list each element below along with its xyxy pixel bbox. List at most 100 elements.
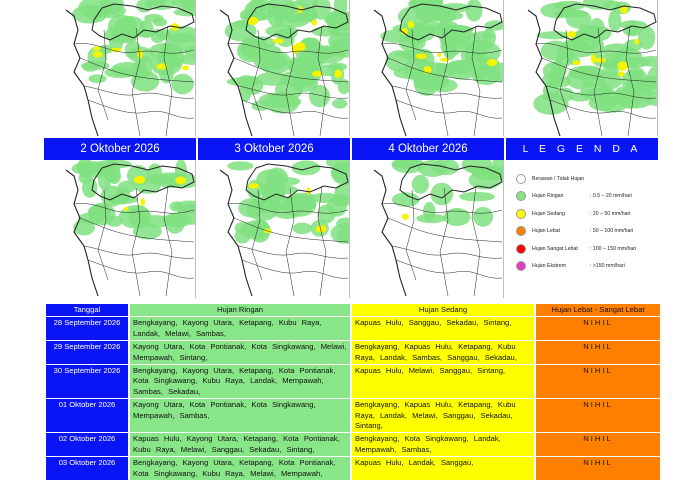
light-rain-area [640, 76, 657, 90]
regency-boundary [387, 217, 503, 243]
regency-boundary [559, 29, 571, 121]
light-rain-area [124, 40, 142, 60]
light-rain-area [601, 43, 634, 58]
table-row: 30 September 2026 Bengkayang, Kayong Uta… [46, 365, 660, 399]
light-rain-area [274, 13, 310, 28]
table-row: 02 Oktober 2026 Kapuas Hulu, Kayong Utar… [46, 433, 660, 457]
regency-boundary [73, 43, 195, 54]
regency-boundary [97, 189, 109, 281]
cell-date: 03 Oktober 2026 [46, 457, 128, 481]
light-rain-area [465, 0, 483, 22]
legend-name: Hujan Sangat Lebat [532, 245, 578, 252]
light-rain-area [311, 0, 331, 20]
light-rain-area [256, 169, 286, 190]
legend-range: : 50 – 100 mm/hari [590, 228, 634, 235]
table-row: 01 Oktober 2026 Kayong Utara, Kota Ponti… [46, 399, 660, 433]
moderate-rain-area [175, 176, 186, 185]
map-date-label: 4 Oktober 2026 [352, 138, 504, 160]
column-header-hujan-sedang: Hujan Sedang [352, 304, 534, 317]
legend-swatch [516, 261, 526, 272]
light-rain-area [588, 94, 617, 111]
moderate-rain-area [182, 65, 190, 71]
legend-swatch [516, 173, 526, 184]
regency-boundary [545, 85, 657, 99]
light-rain-area [178, 54, 195, 65]
light-rain-area [410, 0, 443, 16]
light-rain-area [310, 192, 339, 203]
coastline [219, 169, 253, 297]
light-rain-area [78, 212, 105, 225]
light-rain-area [608, 10, 622, 32]
regency-boundary [395, 259, 503, 279]
rainfall-shading [380, 0, 503, 96]
light-rain-area [596, 71, 622, 90]
legend-swatch [516, 191, 526, 202]
regency-boundary [549, 99, 657, 119]
border-line [245, 163, 349, 201]
legend-name: Hujan Lebat [532, 228, 560, 235]
light-rain-area [542, 92, 560, 102]
map-date-label: 2 Oktober 2026 [44, 138, 196, 160]
legend-range: : 20 – 50 mm/hari [590, 210, 631, 217]
moderate-rain-area [311, 19, 318, 26]
regency-boundary [541, 57, 657, 83]
rainfall-shading [224, 0, 349, 114]
moderate-rain-area [437, 52, 442, 58]
legend-name: Berawan / Tidak Hujan [532, 175, 585, 182]
regency-boundary [285, 27, 295, 136]
moderate-rain-area [247, 16, 259, 25]
coastline [373, 9, 407, 136]
light-rain-area [265, 24, 298, 38]
moderate-rain-area [272, 38, 284, 44]
regency-boundary [79, 57, 195, 83]
light-rain-area [78, 172, 93, 184]
cell-hujan-sedang: Bengkayang, Kapuas Hulu, Ketapang, Kubu … [352, 399, 534, 433]
light-rain-area [337, 79, 349, 95]
regency-boundary [317, 25, 327, 136]
moderate-rain-area [572, 60, 581, 66]
moderate-rain-area [423, 65, 432, 74]
light-rain-area [336, 217, 349, 230]
moderate-rain-area [156, 63, 167, 70]
map-date-label: 3 Oktober 2026 [198, 138, 350, 160]
moderate-rain-area [595, 57, 606, 63]
light-rain-area [233, 20, 251, 29]
light-rain-area [165, 26, 195, 44]
regency-boundary [163, 185, 173, 297]
light-rain-area [290, 70, 316, 88]
light-rain-area [325, 160, 349, 169]
light-rain-area [443, 208, 471, 227]
light-rain-area [294, 58, 325, 67]
legend-swatch [516, 208, 526, 219]
light-rain-area [589, 17, 605, 38]
moderate-rain-area [407, 20, 415, 29]
legend-item: Hujan Sedang : 20 – 50 mm/hari [516, 205, 652, 223]
moderate-rain-area [294, 42, 306, 52]
coastline [373, 169, 407, 297]
light-rain-area [144, 13, 164, 23]
regency-boundary [391, 245, 503, 259]
regency-boundary [163, 25, 173, 136]
regency-boundary [535, 43, 657, 54]
light-rain-area [619, 89, 654, 109]
moderate-rain-area [93, 46, 101, 51]
light-rain-area [276, 177, 300, 186]
light-rain-area [464, 40, 501, 64]
cell-hujan-lebat: NIHIL [536, 457, 660, 481]
regency-boundary [387, 57, 503, 83]
cell-hujan-sedang: Kapuas Hulu, Sanggau, Sekadau, Sintang, [352, 317, 534, 341]
moderate-rain-area [123, 206, 129, 212]
regency-boundary [625, 25, 635, 136]
regency-boundary [241, 99, 349, 119]
light-rain-area [591, 37, 605, 58]
moderate-rain-area [415, 53, 428, 60]
light-rain-area [445, 60, 474, 75]
light-rain-area [472, 206, 494, 227]
column-header-date: Tanggal [46, 304, 128, 317]
cell-hujan-ringan: Kapuas Hulu, Kayong Utara, Ketapang, Kot… [130, 433, 350, 457]
light-rain-area [88, 74, 107, 84]
light-rain-area [182, 0, 195, 12]
moderate-rain-area [92, 51, 103, 58]
light-rain-area [555, 87, 574, 102]
moderate-rain-area [248, 183, 260, 189]
